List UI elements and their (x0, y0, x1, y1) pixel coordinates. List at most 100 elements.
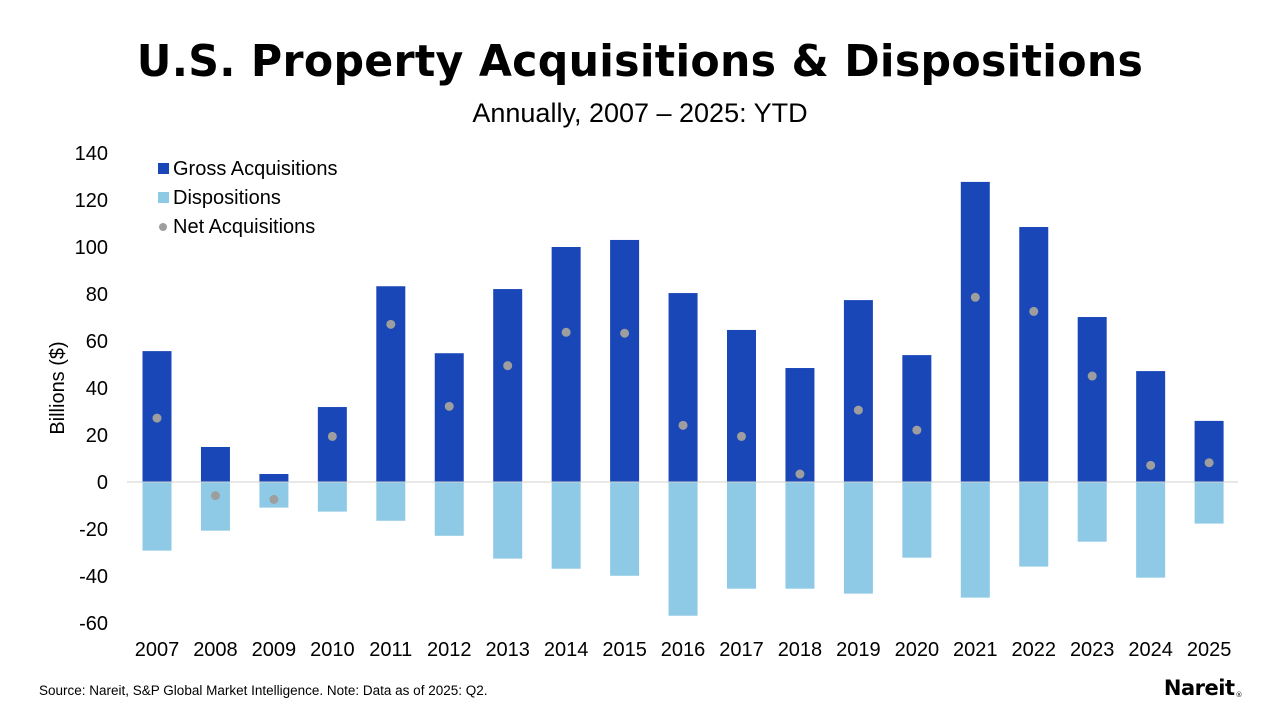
x-tick-label: 2010 (310, 639, 355, 661)
point-net-acquisitions (327, 431, 337, 441)
logo-text: Nareit (1163, 676, 1235, 700)
bar-gross-acquisitions (376, 286, 406, 482)
bar-gross-acquisitions (1019, 227, 1049, 482)
point-net-acquisitions (269, 494, 279, 504)
bar-dispositions (668, 482, 698, 616)
bar-gross-acquisitions (610, 239, 640, 482)
bar-gross-acquisitions (785, 368, 815, 482)
bar-dispositions (902, 482, 932, 558)
point-net-acquisitions (152, 413, 162, 423)
x-tick-label: 2011 (369, 639, 412, 661)
x-tick-label: 2019 (836, 639, 881, 661)
nareit-logo: Nareit® (1163, 676, 1243, 700)
x-tick-label: 2024 (1128, 639, 1173, 661)
source-note: Source: Nareit, S&P Global Market Intell… (39, 683, 488, 698)
point-net-acquisitions (1087, 371, 1097, 381)
bar-dispositions (1077, 482, 1107, 542)
point-net-acquisitions (1146, 460, 1156, 470)
bars (142, 181, 1224, 616)
x-axis: 2007 2008 2009 2010 2011 2012 2013 2014 2015 2016… (135, 639, 1232, 661)
point-net-acquisitions (795, 469, 805, 479)
y-tick-label: 0 (97, 472, 108, 494)
bar-dispositions (1019, 482, 1049, 567)
bar-gross-acquisitions (902, 355, 932, 482)
x-tick-label: 2018 (778, 639, 823, 661)
bar-dispositions (610, 482, 640, 576)
bar-gross-acquisitions (493, 289, 523, 482)
bar-dispositions (317, 482, 347, 512)
x-tick-label: 2015 (602, 639, 647, 661)
bar-gross-acquisitions (259, 474, 289, 482)
bar-gross-acquisitions (434, 353, 464, 482)
chart-title: U.S. Property Acquisitions & Disposition… (136, 36, 1144, 87)
point-net-acquisitions (1204, 458, 1214, 468)
legend-marker-net (159, 223, 167, 231)
x-tick-label: 2007 (135, 639, 180, 661)
y-tick-label: 140 (75, 143, 108, 165)
bar-dispositions (727, 482, 756, 589)
registered-mark: ® (1235, 691, 1243, 699)
bar-dispositions (142, 482, 172, 551)
x-tick-label: 2017 (719, 639, 764, 661)
x-tick-label: 2023 (1070, 639, 1115, 661)
x-tick-label: 2022 (1012, 639, 1057, 661)
point-net-acquisitions (970, 292, 980, 302)
bar-gross-acquisitions (843, 300, 873, 482)
point-net-acquisitions (503, 361, 513, 371)
bar-gross-acquisitions (200, 446, 230, 482)
point-net-acquisitions (853, 405, 863, 415)
x-tick-label: 2021 (953, 639, 998, 661)
legend-item-gross: Gross Acquisitions (158, 158, 338, 180)
bar-gross-acquisitions (960, 181, 990, 482)
bar-gross-acquisitions (1077, 317, 1107, 482)
bar-gross-acquisitions (727, 329, 756, 482)
point-net-acquisitions (386, 319, 396, 329)
bar-dispositions (551, 482, 581, 569)
chart-subtitle: Annually, 2007 – 2025: YTD (472, 98, 808, 128)
legend-label-dispositions: Dispositions (173, 187, 281, 209)
x-tick-label: 2020 (895, 639, 940, 661)
point-net-acquisitions (912, 425, 922, 435)
point-net-acquisitions (561, 327, 571, 337)
y-tick-label: 120 (75, 190, 108, 212)
bar-gross-acquisitions (551, 247, 581, 482)
point-net-acquisitions (210, 491, 220, 501)
y-tick-label: 60 (86, 331, 108, 353)
bar-gross-acquisitions (668, 293, 698, 482)
bar-dispositions (1194, 482, 1224, 524)
net-points (152, 292, 1214, 504)
legend-item-net: Net Acquisitions (159, 216, 315, 238)
bar-dispositions (843, 482, 873, 594)
y-tick-label: 100 (75, 237, 108, 259)
y-axis: 140 120 100 80 60 40 20 0 -20 -40 -60 (75, 143, 108, 635)
bar-dispositions (434, 482, 464, 536)
point-net-acquisitions (1029, 306, 1039, 316)
x-tick-label: 2012 (427, 639, 472, 661)
bar-dispositions (200, 482, 230, 531)
bar-dispositions (960, 482, 990, 598)
x-tick-label: 2016 (661, 639, 706, 661)
x-tick-label: 2025 (1187, 639, 1232, 661)
bar-dispositions (1136, 482, 1166, 578)
y-axis-title: Billions ($) (47, 341, 69, 434)
legend: Gross Acquisitions Dispositions Net Acqu… (158, 158, 338, 238)
bar-gross-acquisitions (1194, 420, 1224, 482)
bar-dispositions (376, 482, 406, 521)
y-tick-label: -20 (79, 519, 108, 541)
x-tick-label: 2008 (193, 639, 238, 661)
legend-label-net: Net Acquisitions (173, 216, 315, 238)
point-net-acquisitions (620, 328, 630, 338)
x-tick-label: 2009 (252, 639, 297, 661)
bar-gross-acquisitions (317, 407, 347, 482)
legend-label-gross: Gross Acquisitions (173, 158, 338, 180)
bar-dispositions (493, 482, 523, 559)
bar-dispositions (785, 482, 815, 589)
x-tick-label: 2014 (544, 639, 589, 661)
point-net-acquisitions (444, 401, 454, 411)
legend-swatch-gross (158, 163, 169, 174)
legend-item-dispositions: Dispositions (158, 187, 281, 209)
point-net-acquisitions (678, 420, 688, 430)
y-tick-label: 80 (86, 284, 108, 306)
y-tick-label: 40 (86, 378, 108, 400)
